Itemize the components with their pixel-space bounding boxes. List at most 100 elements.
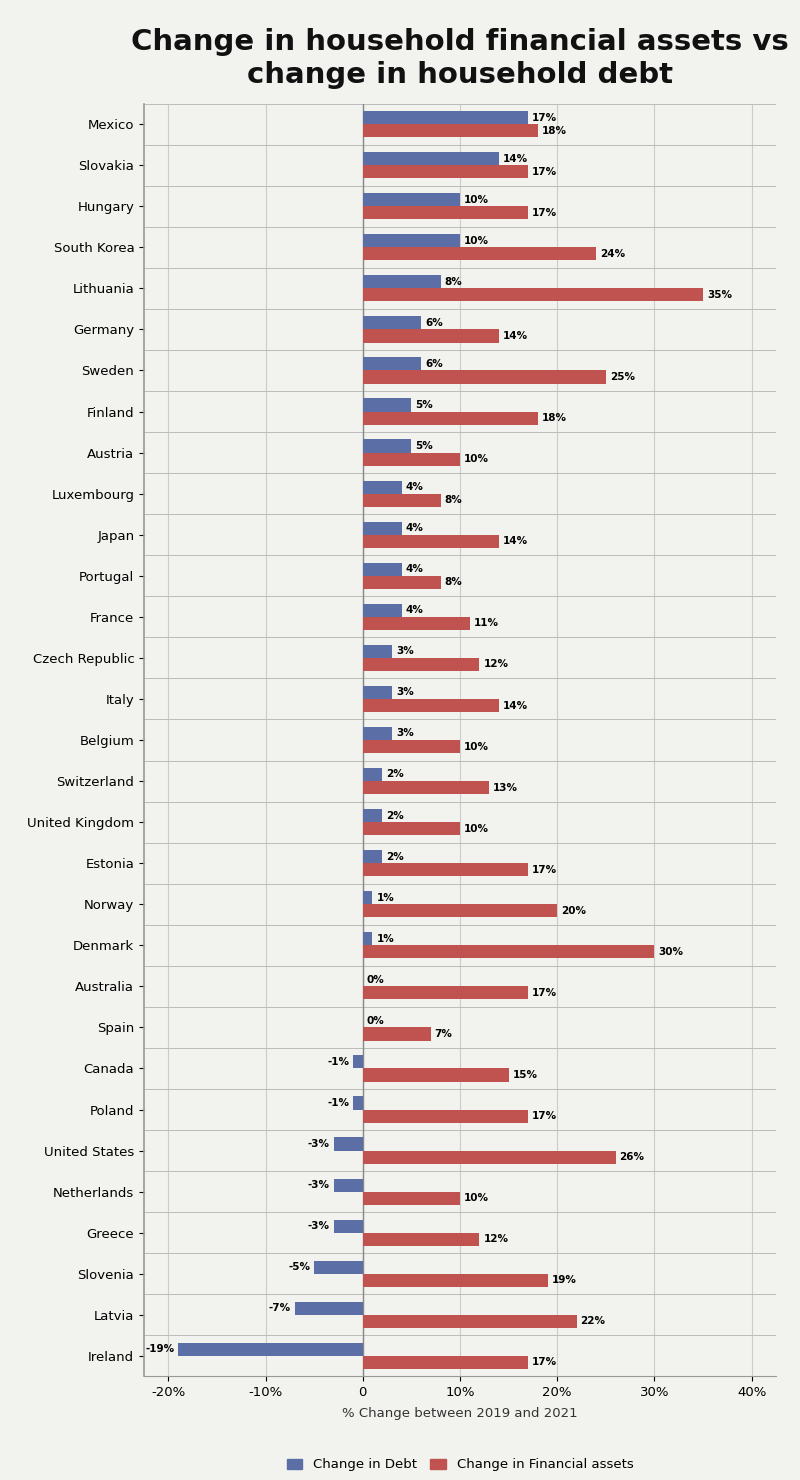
- Text: -5%: -5%: [288, 1262, 310, 1273]
- Bar: [362, 810, 382, 821]
- Text: 2%: 2%: [386, 770, 404, 780]
- Bar: [362, 1150, 615, 1163]
- Text: 17%: 17%: [532, 207, 557, 218]
- Legend: Change in Debt, Change in Financial assets: Change in Debt, Change in Financial asse…: [282, 1453, 638, 1477]
- Text: 10%: 10%: [464, 195, 489, 204]
- Bar: [362, 357, 421, 370]
- Bar: [362, 111, 528, 124]
- Bar: [362, 781, 489, 795]
- Bar: [362, 234, 460, 247]
- Bar: [362, 521, 402, 534]
- Text: 10%: 10%: [464, 454, 489, 465]
- Bar: [362, 317, 421, 330]
- Bar: [362, 1356, 528, 1369]
- Text: 20%: 20%: [561, 906, 586, 916]
- Text: 14%: 14%: [502, 332, 528, 340]
- Bar: [353, 1055, 362, 1069]
- Text: 17%: 17%: [532, 989, 557, 998]
- Bar: [362, 768, 382, 781]
- Bar: [362, 727, 392, 740]
- Text: 10%: 10%: [464, 741, 489, 752]
- Bar: [362, 440, 411, 453]
- Bar: [362, 1110, 528, 1123]
- Text: 3%: 3%: [396, 687, 414, 697]
- Text: 2%: 2%: [386, 851, 404, 861]
- Bar: [334, 1138, 362, 1150]
- Text: 5%: 5%: [415, 441, 433, 451]
- Text: 10%: 10%: [464, 235, 489, 246]
- Text: 17%: 17%: [532, 864, 557, 875]
- Text: 19%: 19%: [551, 1276, 576, 1285]
- Text: 1%: 1%: [376, 892, 394, 903]
- Text: 14%: 14%: [502, 154, 528, 164]
- Text: 11%: 11%: [474, 619, 498, 629]
- Text: -3%: -3%: [308, 1140, 330, 1148]
- Bar: [362, 986, 528, 999]
- Text: 8%: 8%: [445, 496, 462, 505]
- Bar: [362, 1274, 547, 1288]
- Text: 0%: 0%: [366, 975, 385, 984]
- Text: 17%: 17%: [532, 1357, 557, 1368]
- Bar: [362, 699, 499, 712]
- Bar: [362, 330, 499, 342]
- Text: 22%: 22%: [581, 1316, 606, 1326]
- Text: 0%: 0%: [366, 1015, 385, 1026]
- Bar: [362, 685, 392, 699]
- Bar: [362, 1069, 509, 1082]
- Text: 4%: 4%: [406, 482, 423, 491]
- Bar: [362, 206, 528, 219]
- Text: 4%: 4%: [406, 605, 423, 616]
- Text: 4%: 4%: [406, 564, 423, 574]
- Bar: [362, 863, 528, 876]
- Text: 12%: 12%: [483, 1234, 508, 1245]
- Text: 17%: 17%: [532, 112, 557, 123]
- Bar: [362, 946, 654, 959]
- Text: 4%: 4%: [406, 522, 423, 533]
- Bar: [362, 192, 460, 206]
- X-axis label: % Change between 2019 and 2021: % Change between 2019 and 2021: [342, 1407, 578, 1421]
- Text: -7%: -7%: [269, 1304, 291, 1313]
- Bar: [362, 494, 441, 506]
- Text: 7%: 7%: [434, 1029, 453, 1039]
- Bar: [353, 1097, 362, 1110]
- Bar: [362, 645, 392, 659]
- Bar: [362, 604, 402, 617]
- Text: 35%: 35%: [707, 290, 732, 300]
- Text: 14%: 14%: [502, 700, 528, 710]
- Text: 8%: 8%: [445, 577, 462, 588]
- Text: 10%: 10%: [464, 824, 489, 833]
- Text: 24%: 24%: [600, 249, 625, 259]
- Text: 26%: 26%: [619, 1151, 645, 1162]
- Bar: [362, 166, 528, 178]
- Text: 13%: 13%: [493, 783, 518, 793]
- Bar: [362, 740, 460, 753]
- Text: 15%: 15%: [513, 1070, 538, 1080]
- Bar: [362, 453, 460, 466]
- Bar: [362, 370, 606, 383]
- Bar: [294, 1302, 362, 1314]
- Text: -1%: -1%: [327, 1098, 349, 1109]
- Text: 6%: 6%: [425, 318, 442, 329]
- Bar: [362, 152, 499, 166]
- Bar: [362, 659, 479, 670]
- Bar: [362, 904, 558, 918]
- Bar: [362, 850, 382, 863]
- Text: 1%: 1%: [376, 934, 394, 944]
- Text: 18%: 18%: [542, 126, 566, 136]
- Text: 18%: 18%: [542, 413, 566, 423]
- Bar: [362, 617, 470, 630]
- Text: 17%: 17%: [532, 167, 557, 176]
- Bar: [178, 1342, 362, 1356]
- Bar: [362, 821, 460, 835]
- Title: Change in household financial assets vs
change in household debt: Change in household financial assets vs …: [131, 28, 789, 89]
- Text: 2%: 2%: [386, 811, 404, 820]
- Text: 3%: 3%: [396, 728, 414, 739]
- Bar: [362, 124, 538, 138]
- Bar: [362, 247, 596, 260]
- Text: 17%: 17%: [532, 1111, 557, 1120]
- Bar: [362, 411, 538, 425]
- Text: 12%: 12%: [483, 660, 508, 669]
- Text: 25%: 25%: [610, 371, 634, 382]
- Text: 10%: 10%: [464, 1193, 489, 1203]
- Bar: [362, 576, 441, 589]
